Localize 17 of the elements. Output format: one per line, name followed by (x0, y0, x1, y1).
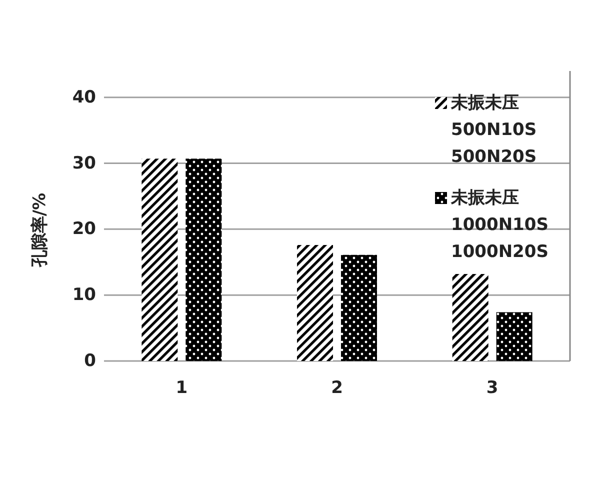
x-tick-label: 1 (176, 378, 188, 398)
x-tick-label: 2 (331, 378, 343, 398)
bar (452, 274, 488, 361)
bar (496, 312, 532, 361)
bar (142, 158, 178, 361)
y-tick-label: 10 (72, 285, 96, 306)
y-tick-label: 30 (72, 153, 96, 174)
legend-label: 未振未压 500N10S 500N20S (450, 93, 537, 167)
bar (186, 158, 222, 361)
y-axis-title: 孔隙率/% (30, 192, 50, 268)
y-tick-label: 40 (72, 87, 96, 108)
y-tick-label: 20 (72, 219, 96, 240)
x-tick-label: 3 (486, 378, 498, 398)
legend-label: 未振未压 1000N10S 1000N20S (450, 188, 548, 262)
bar (297, 245, 333, 361)
bar (341, 254, 377, 361)
y-tick-label: 0 (84, 351, 96, 371)
